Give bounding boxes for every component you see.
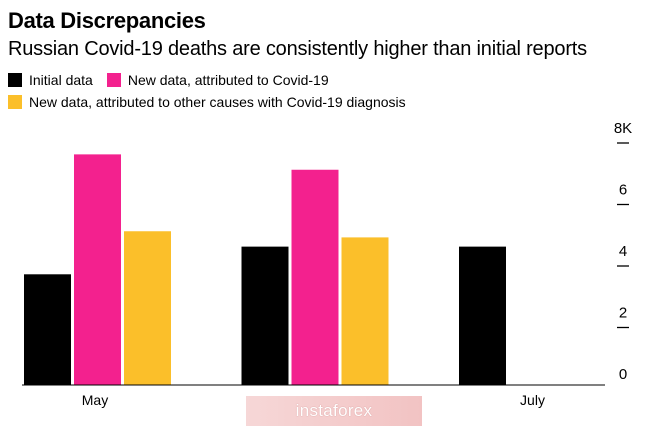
legend-item-new-covid: New data, attributed to Covid-19 — [106, 72, 329, 88]
bar-initial-june — [241, 246, 289, 385]
bar-new-other-june — [341, 237, 389, 385]
bar-initial-july — [459, 246, 506, 385]
legend-item-new-other: New data, attributed to other causes wit… — [8, 94, 406, 110]
legend-swatch-initial — [8, 73, 22, 87]
legend-label-new-other: New data, attributed to other causes wit… — [29, 94, 406, 110]
legend-label-initial: Initial data — [29, 72, 93, 88]
bar-new-covid-may — [74, 154, 121, 385]
legend-swatch-new-other — [8, 95, 22, 109]
x-tick-label: May — [82, 392, 108, 408]
legend-item-initial: Initial data — [8, 72, 93, 88]
bar-new-other-may — [124, 231, 171, 385]
legend-swatch-new-covid — [106, 73, 121, 87]
legend-row-2: New data, attributed to other causes wit… — [8, 94, 420, 110]
chart-subtitle: Russian Covid-19 deaths are consistently… — [8, 38, 587, 60]
watermark: instaforex — [246, 396, 422, 426]
y-tick-label: 6 — [619, 182, 627, 199]
bar-initial-may — [24, 274, 71, 385]
y-tick-label: 0 — [619, 366, 627, 383]
x-tick-label: July — [520, 392, 545, 408]
legend-row-1: Initial data New data, attributed to Cov… — [8, 72, 343, 88]
legend-label-new-covid: New data, attributed to Covid-19 — [127, 72, 329, 88]
bar-new-covid-june — [291, 169, 339, 385]
y-tick-label: 2 — [619, 305, 627, 322]
y-tick-label: 4 — [619, 243, 627, 260]
y-tick-label: 8K — [614, 120, 632, 137]
chart-title: Data Discrepancies — [8, 8, 206, 33]
watermark-text: instaforex — [295, 401, 373, 420]
